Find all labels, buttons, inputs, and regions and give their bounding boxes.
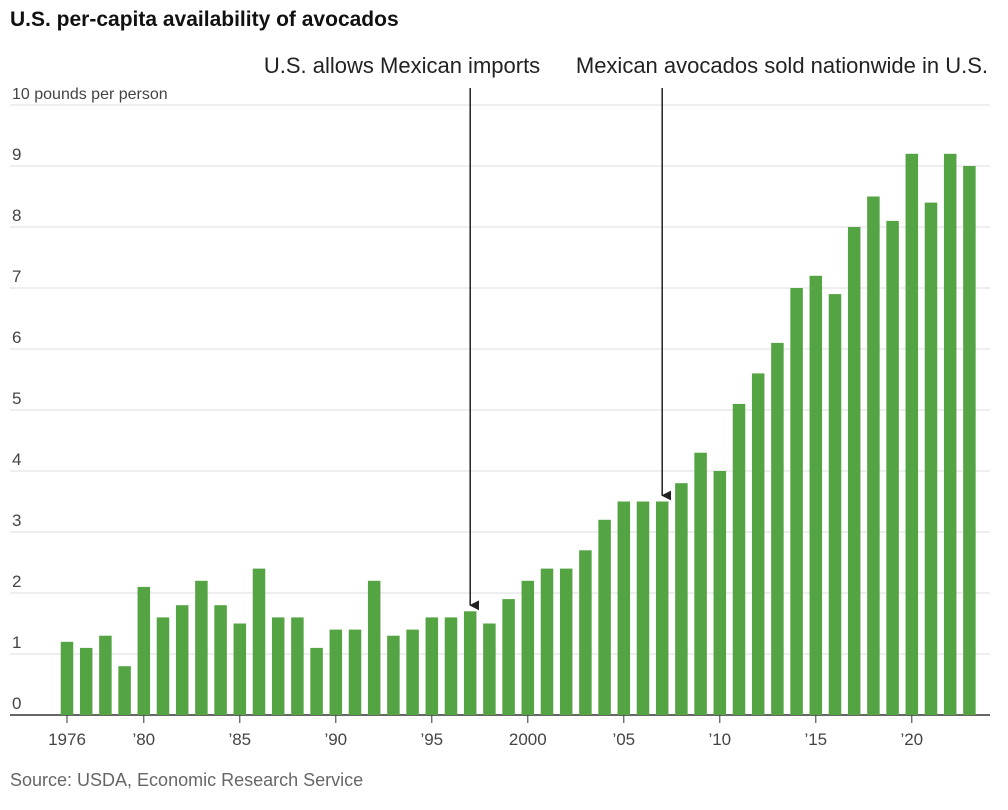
bar <box>348 629 362 715</box>
y-tick-label: 4 <box>12 450 21 469</box>
bar <box>847 227 861 715</box>
bar <box>79 647 93 715</box>
bar <box>675 483 688 715</box>
bar <box>118 666 131 715</box>
y-axis-ticks: 0 1 2 3 4 5 6 7 8 9 10 pounds per person <box>12 86 168 713</box>
bar <box>444 617 458 715</box>
x-tick-label: ’15 <box>804 730 827 749</box>
bar <box>137 586 151 715</box>
bar <box>425 617 439 715</box>
bar <box>406 629 419 715</box>
bar <box>233 623 247 715</box>
bar <box>751 373 765 715</box>
annotation-label: Mexican avocados sold nationwide in U.S. <box>576 53 988 78</box>
x-tick-label: ’90 <box>324 730 347 749</box>
y-tick-label: 10 pounds per person <box>12 86 168 103</box>
chart-title: U.S. per-capita availability of avocados <box>10 8 399 31</box>
bar <box>175 605 189 715</box>
bar <box>291 617 304 715</box>
source-note: Source: USDA, Economic Research Service <box>10 770 364 790</box>
y-tick-label: 9 <box>12 145 21 164</box>
x-tick-label: ’85 <box>228 730 251 749</box>
bar <box>732 403 746 715</box>
bar <box>195 580 208 715</box>
bar <box>214 605 227 715</box>
y-tick-label: 0 <box>12 694 21 713</box>
bar <box>828 294 842 715</box>
bars <box>60 153 976 716</box>
y-tick-label: 7 <box>12 267 21 286</box>
bar <box>502 599 515 715</box>
y-tick-label: 2 <box>12 572 21 591</box>
y-tick-label: 5 <box>12 389 21 408</box>
x-tick-label: ’05 <box>612 730 635 749</box>
bar <box>771 342 784 715</box>
x-tick-label: 2000 <box>509 730 547 749</box>
bar <box>559 568 573 715</box>
bar <box>329 629 343 715</box>
x-tick-label: ’20 <box>900 730 923 749</box>
bar <box>367 580 381 715</box>
bar <box>867 196 880 715</box>
bar <box>579 550 592 715</box>
bar <box>713 471 727 715</box>
bar <box>271 617 285 715</box>
bar <box>60 641 74 715</box>
bar <box>540 568 554 715</box>
bar <box>483 623 496 715</box>
bar <box>963 166 976 715</box>
x-tick-label: ’10 <box>708 730 731 749</box>
x-tick-label: ’95 <box>420 730 443 749</box>
bar <box>156 617 170 715</box>
bar <box>252 568 266 715</box>
x-tick-label: ’80 <box>132 730 155 749</box>
bar <box>463 611 477 715</box>
gridlines <box>10 104 990 716</box>
bar <box>905 153 919 716</box>
bar <box>886 220 899 715</box>
bar <box>598 519 611 715</box>
y-tick-label: 3 <box>12 511 21 530</box>
x-tick-label: 1976 <box>48 730 86 749</box>
bar <box>694 452 707 715</box>
bar <box>387 635 400 715</box>
bar <box>790 288 803 715</box>
annotation-label: U.S. allows Mexican imports <box>264 53 540 78</box>
bar <box>943 153 957 716</box>
y-tick-label: 6 <box>12 328 21 347</box>
annotations: U.S. allows Mexican imports Mexican avoca… <box>264 53 988 611</box>
bar <box>636 501 650 715</box>
bar <box>655 501 669 715</box>
y-tick-label: 8 <box>12 206 21 225</box>
bar <box>809 275 823 715</box>
x-axis-ticks: 1976 ’80 ’85 ’90 ’95 2000 ’05 ’10 ’15 ’20 <box>48 715 923 749</box>
bar <box>617 501 631 715</box>
bar <box>924 202 938 716</box>
bar <box>99 635 112 715</box>
bar <box>521 580 535 715</box>
y-tick-label: 1 <box>12 633 21 652</box>
bar <box>310 647 323 715</box>
